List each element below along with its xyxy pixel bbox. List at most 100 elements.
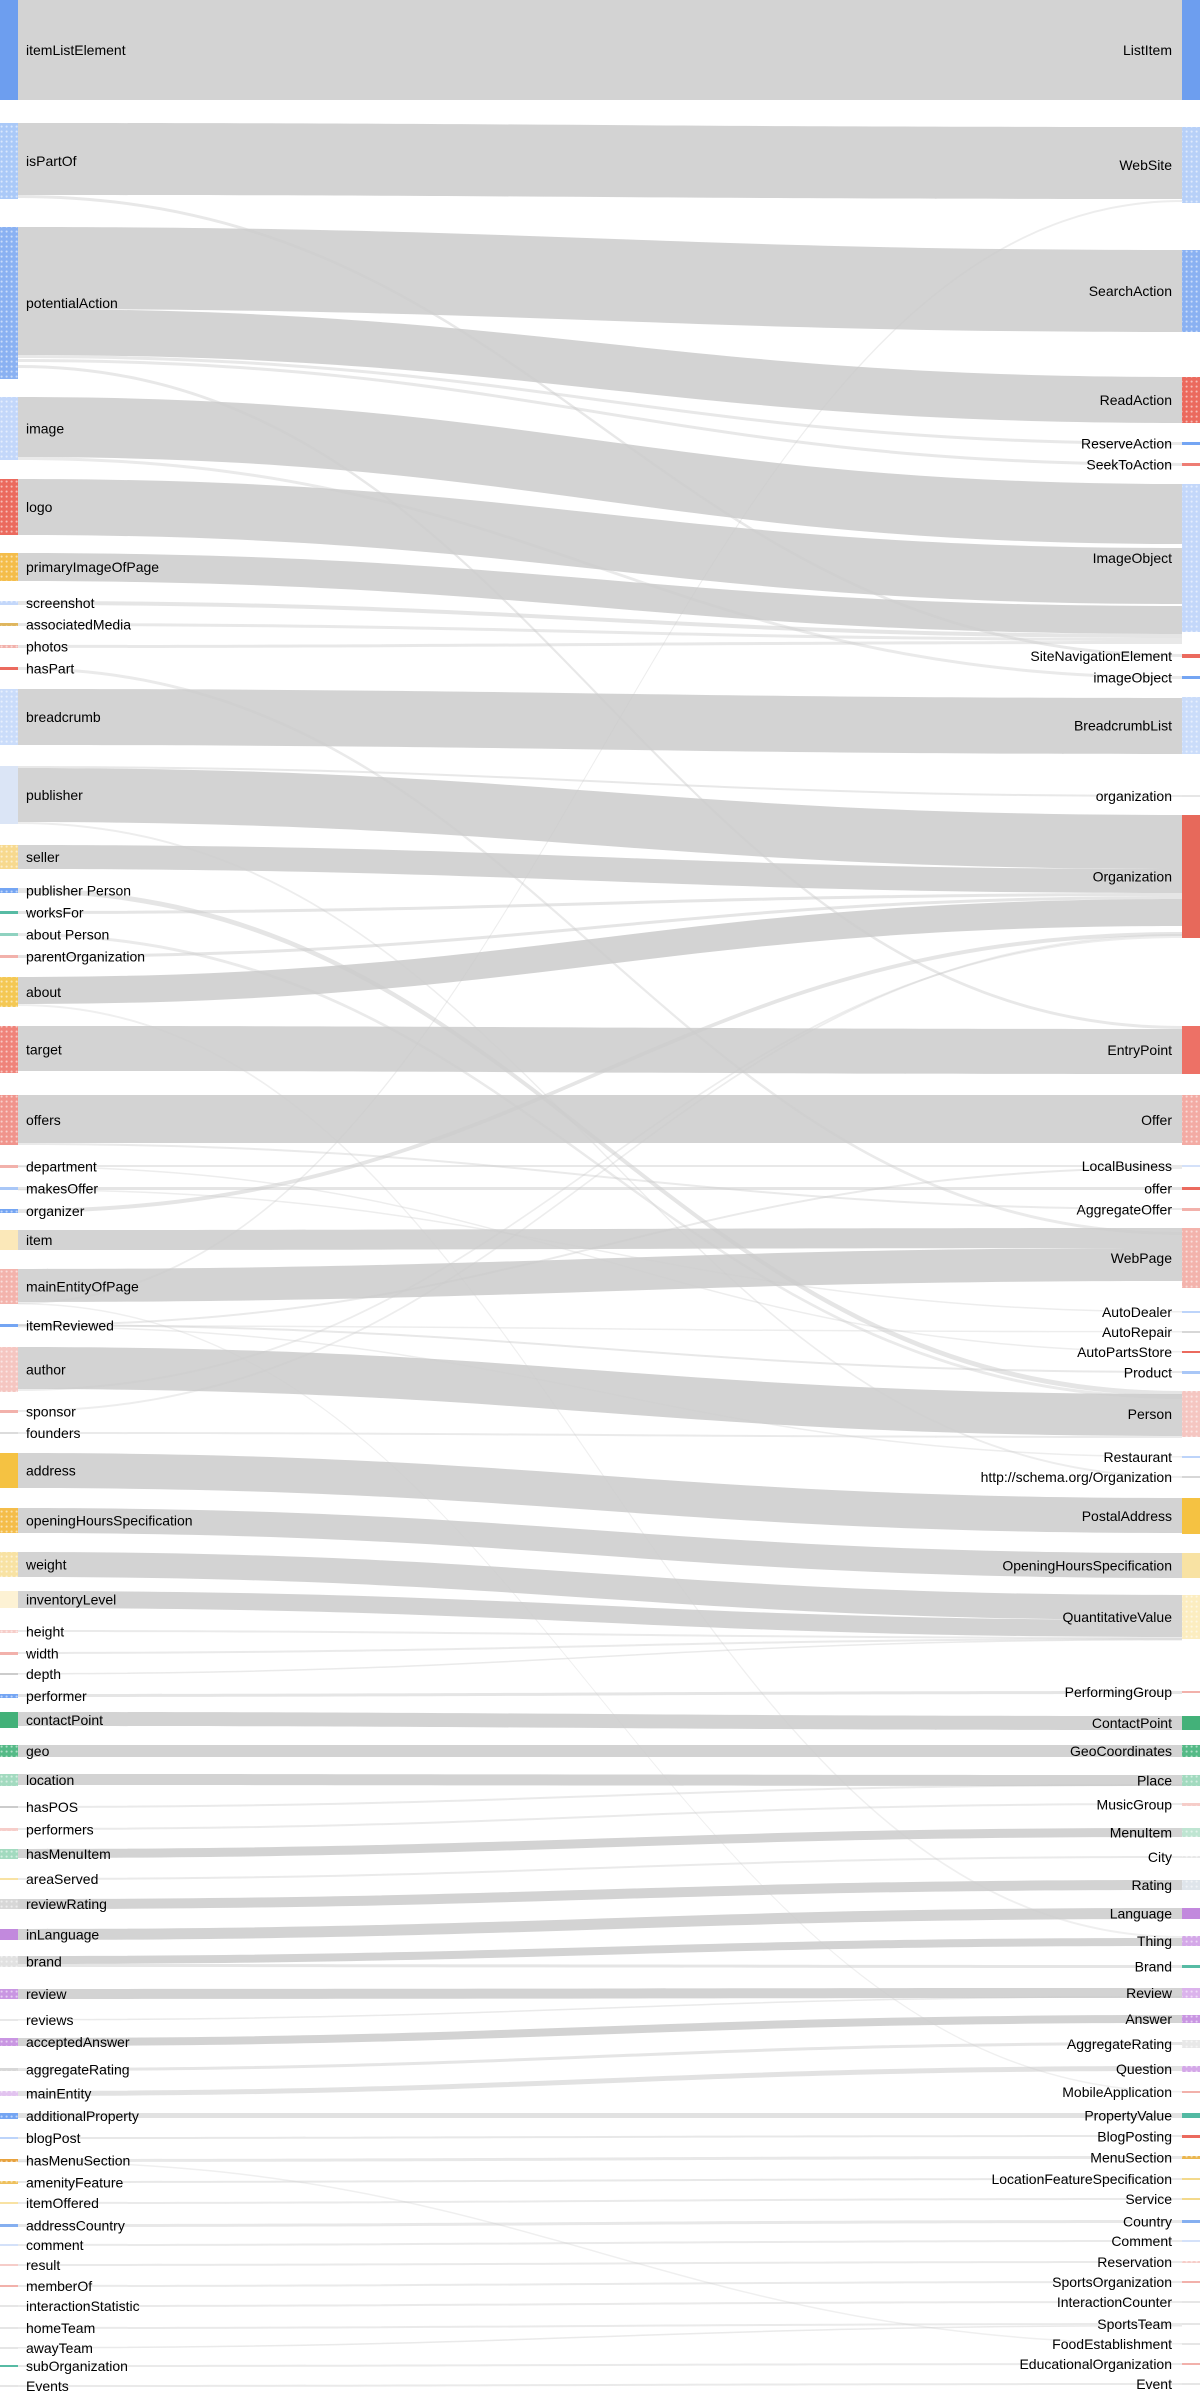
label-right-person: Person [1128,1406,1172,1422]
link-parentorganization-to-organization [18,896,1182,958]
node-left-itemlistelement [0,0,18,100]
link-reviewrating-to-rating [18,1880,1182,1909]
link-itemoffered-to-service [18,2198,1182,2204]
node-right-reserveaction [1182,442,1200,445]
label-right-locationfeaturespecification: LocationFeatureSpecification [991,2171,1172,2187]
node-right-organization [1182,795,1200,797]
node-left-item [0,1230,18,1250]
node-left-blogpost [0,2137,18,2139]
label-left-itemreviewed: itemReviewed [26,1318,114,1334]
link-hasmenusection-to-foodestablishment [18,2161,1182,2345]
node-left-worksfor [0,911,18,914]
label-left-offers: offers [26,1112,61,1128]
label-right-place: Place [1137,1773,1172,1789]
label-left-about-person: about Person [26,927,109,943]
link-itemreviewed-to-product [18,1324,1182,1373]
link-publisher-to-organization [18,768,1182,869]
node-right-product [1182,1371,1200,1374]
label-left-brand: brand [26,1954,62,1970]
label-left-item: item [26,1232,52,1248]
node-right-mobileapplication [1182,2091,1200,2093]
node-left-reviews [0,2019,18,2021]
label-left-makesoffer: makesOffer [26,1181,98,1197]
link-brand-to-brand [18,1964,1182,1968]
link-about-person-to-person [18,933,1182,1399]
label-right-product: Product [1124,1365,1172,1381]
node-right-comment [1182,2240,1200,2242]
label-left-photos: photos [26,639,68,655]
label-left-potentialaction: potentialAction [26,295,118,311]
node-right-openinghoursspecification [1182,1553,1200,1578]
label-left-hometeam: homeTeam [26,2320,95,2336]
label-left-mainentity: mainEntity [26,2086,91,2102]
node-pattern-right-place [1182,1775,1200,1786]
node-left-about-person [0,933,18,936]
node-pattern-left-seller [0,845,18,869]
label-left-height: height [26,1624,64,1640]
label-left-hasmenuitem: hasMenuItem [26,1846,111,1862]
label-left-itemlistelement: itemListElement [26,42,126,58]
link-hometeam-to-sportsteam [18,2323,1182,2329]
node-right-sportsorganization [1182,2281,1200,2283]
label-left-organizer: organizer [26,1203,85,1219]
node-pattern-right-geocoordinates [1182,1745,1200,1757]
label-right-readaction: ReadAction [1100,392,1172,408]
link-primaryimageofpage-to-imageobject [18,553,1182,634]
link-offers-to-aggregateoffer [18,1143,1182,1210]
label-left-primaryimageofpage: primaryImageOfPage [26,559,159,575]
node-left-publisher [0,766,18,824]
label-left-weight: weight [25,1557,67,1573]
node-pattern-left-about [0,977,18,1007]
link-screenshot-to-imageobject [18,601,1182,638]
link-width-to-quantitativevalue [18,1638,1182,1654]
node-pattern-left-screenshot [0,601,18,605]
node-right-event [1182,2383,1200,2385]
label-left-founders: founders [26,1425,80,1441]
node-left-inventorylevel [0,1591,18,1608]
link-contactpoint-to-contactpoint [18,1712,1182,1730]
link-height-to-quantitativevalue [18,1630,1182,1639]
label-left-target: target [26,1042,62,1058]
node-right-organization [1182,815,1200,938]
node-pattern-right-aggregaterating [1182,2040,1200,2048]
node-pattern-left-openinghoursspecification [0,1508,18,1533]
node-pattern-right-offer [1182,1095,1200,1145]
label-left-sponsor: sponsor [26,1404,76,1420]
link-openinghoursspecification-to-openinghoursspecification [18,1508,1182,1578]
node-left-parentorganization [0,955,18,958]
label-left-haspart: hasPart [26,661,74,677]
label-right-openinghoursspecification: OpeningHoursSpecification [1002,1558,1172,1574]
node-pattern-right-quantitativevalue [1182,1595,1200,1639]
label-right-offer: Offer [1141,1112,1172,1128]
label-right-breadcrumblist: BreadcrumbList [1074,718,1172,734]
link-aggregaterating-to-aggregaterating [18,2042,1182,2071]
label-left-amenityfeature: amenityFeature [26,2175,123,2191]
node-pattern-right-menusection [1182,2156,1200,2159]
node-left-comment [0,2244,18,2246]
label-right-aggregaterating: AggregateRating [1067,2036,1172,2052]
link-makesoffer-to-offer [18,1187,1182,1190]
label-left-address: address [26,1463,76,1479]
node-pattern-right-searchaction [1182,250,1200,332]
node-left-contactpoint [0,1712,18,1728]
label-left-publisher-person: publisher Person [26,883,131,899]
node-right-aggregateoffer [1182,1208,1200,1211]
label-left-image: image [26,421,64,437]
node-pattern-left-author [0,1347,18,1392]
label-right-organization: Organization [1093,869,1172,885]
node-left-haspos [0,1806,18,1808]
label-right-entrypoint: EntryPoint [1107,1042,1172,1058]
label-left-location: location [26,1772,74,1788]
sankey-labels-layer: itemListElement isPartOf potentialAction im… [25,42,1173,2394]
label-left-about: about [26,984,61,1000]
label-left-addresscountry: addressCountry [26,2218,125,2234]
node-pattern-left-reviewrating [0,1899,18,1909]
node-pattern-right-answer [1182,2015,1200,2023]
node-pattern-left-associatedmedia [0,623,18,626]
node-pattern-left-ispartof [0,123,18,199]
link-author-to-person [18,1347,1182,1436]
label-right-thing: Thing [1137,1933,1172,1949]
link-blogpost-to-blogposting [18,2135,1182,2139]
label-right-autodealer: AutoDealer [1102,1304,1172,1320]
label-left-review: review [26,1986,67,2002]
